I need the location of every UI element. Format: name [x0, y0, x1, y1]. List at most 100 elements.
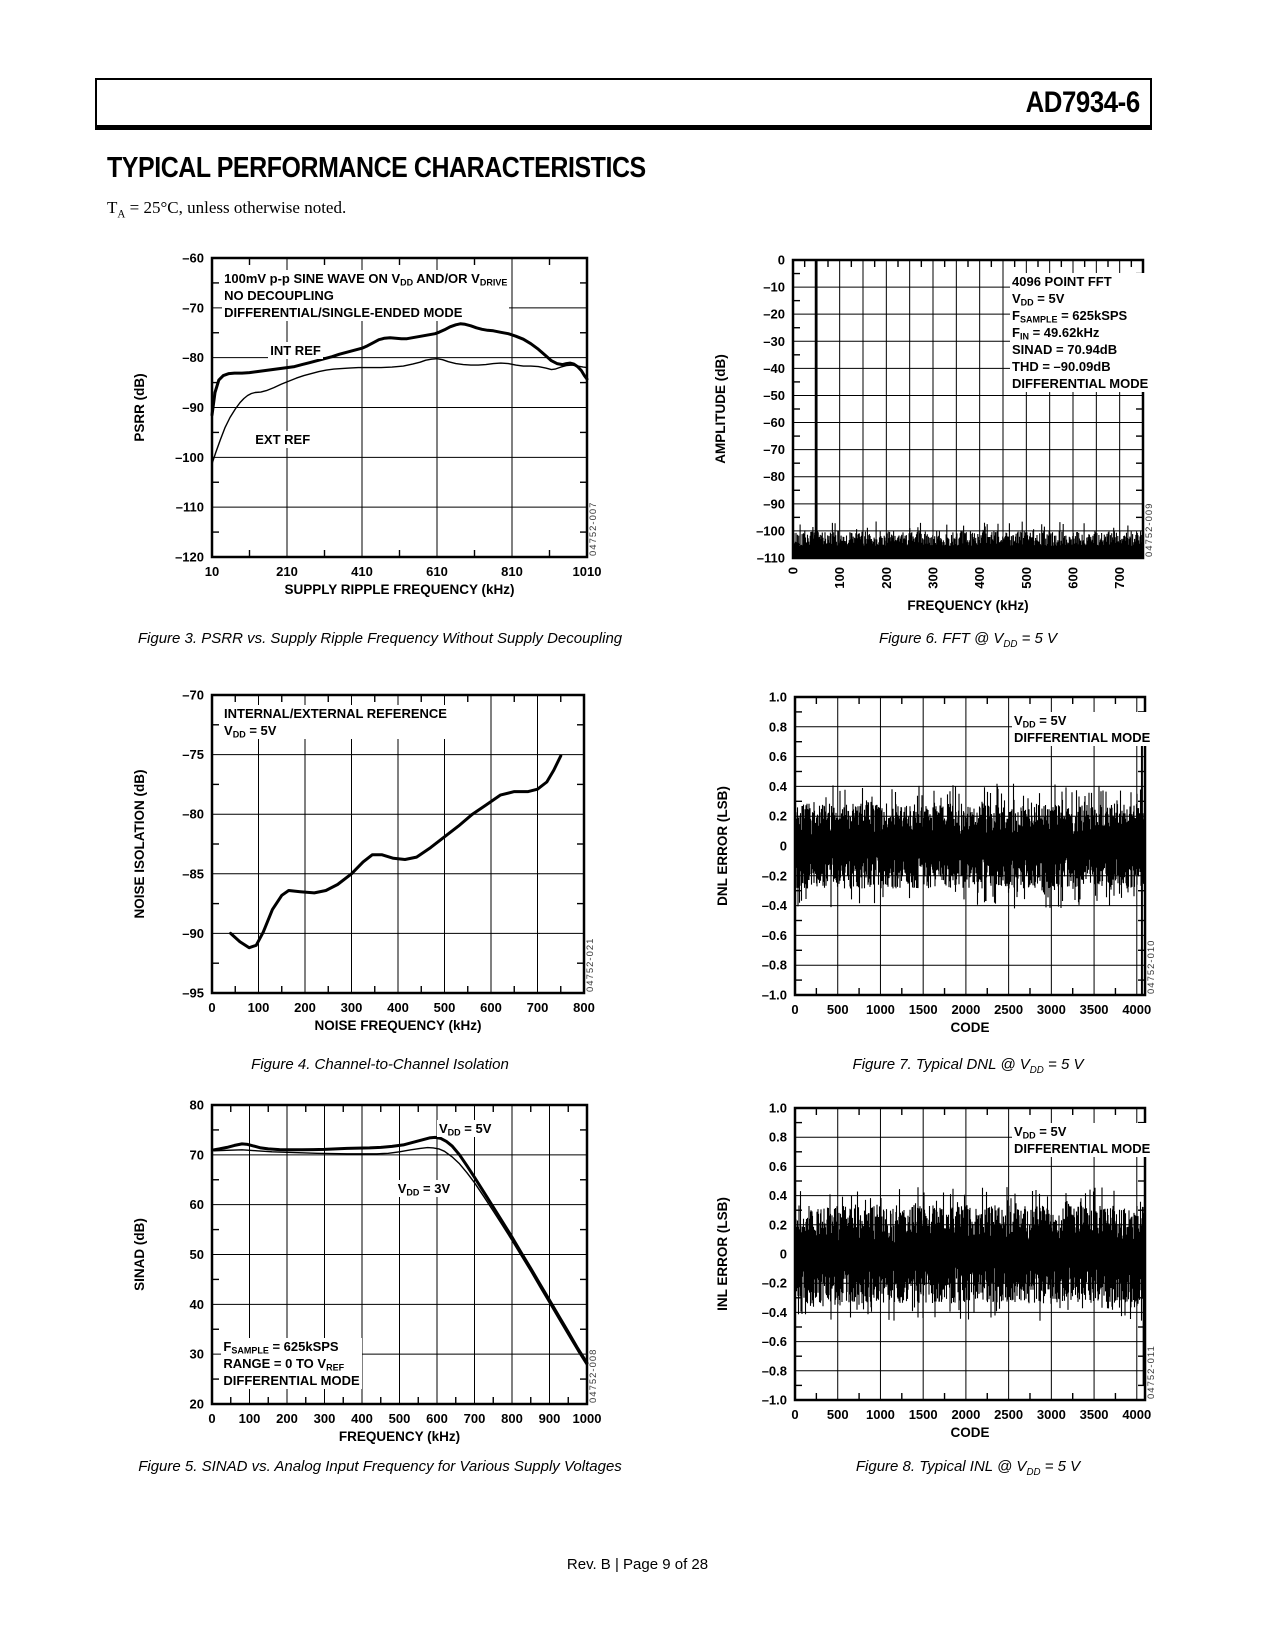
svg-text:AMPLITUDE (dB): AMPLITUDE (dB)	[713, 354, 728, 463]
svg-text:–85: –85	[182, 866, 204, 881]
svg-text:–100: –100	[756, 523, 785, 538]
chart-annotation: INTERNAL/EXTERNAL REFERENCE VDD = 5V	[222, 705, 449, 740]
svg-text:3500: 3500	[1080, 1002, 1109, 1017]
svg-text:3500: 3500	[1080, 1407, 1109, 1422]
svg-text:PSRR (dB): PSRR (dB)	[132, 373, 147, 441]
svg-text:–80: –80	[182, 807, 204, 822]
svg-text:20: 20	[190, 1397, 204, 1412]
svg-text:04752-007: 04752-007	[588, 502, 599, 556]
svg-text:CODE: CODE	[950, 1020, 989, 1035]
svg-text:1000: 1000	[573, 1411, 602, 1426]
svg-text:60: 60	[190, 1197, 204, 1212]
svg-text:–0.4: –0.4	[762, 898, 788, 913]
conditions-note: TA = 25°C, unless otherwise noted.	[107, 198, 347, 221]
svg-text:10: 10	[205, 564, 219, 579]
svg-text:400: 400	[387, 1000, 409, 1015]
figure-5-sinad-chart: 80 70 60 50 40 30 20 0 100 200 300 400 500 600 700 800 9…	[130, 1091, 601, 1447]
svg-text:4000: 4000	[1122, 1002, 1151, 1017]
svg-text:0: 0	[791, 1002, 798, 1017]
svg-text:–75: –75	[182, 747, 204, 762]
svg-text:FREQUENCY (kHz): FREQUENCY (kHz)	[339, 1429, 460, 1444]
svg-text:–110: –110	[757, 551, 785, 566]
svg-text:1000: 1000	[866, 1407, 895, 1422]
svg-text:500: 500	[1019, 567, 1034, 589]
svg-text:–120: –120	[175, 550, 204, 565]
svg-text:–0.2: –0.2	[762, 1276, 787, 1291]
svg-text:SINAD (dB): SINAD (dB)	[132, 1218, 147, 1291]
svg-text:0.6: 0.6	[769, 749, 787, 764]
svg-text:810: 810	[501, 564, 523, 579]
svg-text:600: 600	[426, 1411, 448, 1426]
svg-text:–90: –90	[182, 400, 204, 415]
svg-text:0.8: 0.8	[769, 719, 787, 734]
svg-text:500: 500	[434, 1000, 456, 1015]
svg-text:2000: 2000	[951, 1002, 980, 1017]
svg-text:200: 200	[276, 1411, 298, 1426]
svg-text:1000: 1000	[866, 1002, 895, 1017]
chart-annotation: VDD = 5V	[437, 1119, 494, 1138]
svg-text:700: 700	[1112, 567, 1127, 589]
svg-text:300: 300	[341, 1000, 363, 1015]
chart-annotation: INT REF	[268, 341, 323, 359]
figure-8-caption: Figure 8. Typical INL @ VDD = 5 V	[855, 1458, 1081, 1478]
figure-3-caption: Figure 3. PSRR vs. Supply Ripple Frequen…	[137, 630, 623, 647]
svg-text:–70: –70	[763, 442, 785, 457]
svg-text:1.0: 1.0	[769, 690, 787, 705]
chart-annotation: VDD = 5V DIFFERENTIAL MODE	[1012, 1122, 1153, 1157]
chart-annotation: VDD = 3V	[395, 1179, 453, 1197]
page-title: TYPICAL PERFORMANCE CHARACTERISTICS	[107, 152, 646, 184]
figure-7-dnl-chart: 1.0 0.8 0.6 0.4 0.2 0 –0.2 –0.4 –0.6 –0.8 –1.0 0 500…	[713, 683, 1157, 1038]
svg-text:–0.6: –0.6	[762, 928, 787, 943]
svg-text:–90: –90	[182, 926, 204, 941]
svg-text:INL ERROR (LSB): INL ERROR (LSB)	[715, 1197, 730, 1311]
svg-text:300: 300	[314, 1411, 336, 1426]
svg-text:210: 210	[276, 564, 298, 579]
svg-text:30: 30	[190, 1347, 204, 1362]
svg-text:0: 0	[208, 1411, 215, 1426]
svg-text:–80: –80	[763, 469, 785, 484]
figure-5-caption: Figure 5. SINAD vs. Analog Input Frequen…	[138, 1458, 622, 1475]
svg-text:–90: –90	[763, 496, 785, 511]
svg-text:–30: –30	[763, 334, 785, 349]
chart-plot: 1.0 0.8 0.6 0.4 0.2 0 –0.2 –0.4 –0.6 –0.8 –1.0 0 500…	[715, 1101, 1157, 1441]
svg-text:100: 100	[239, 1411, 261, 1426]
svg-text:0.2: 0.2	[769, 809, 787, 824]
svg-text:–10: –10	[763, 280, 785, 295]
svg-text:CODE: CODE	[950, 1425, 989, 1440]
svg-text:600: 600	[480, 1000, 502, 1015]
svg-text:80: 80	[190, 1098, 204, 1113]
svg-text:–1.0: –1.0	[762, 1393, 787, 1408]
svg-text:–60: –60	[182, 251, 204, 266]
svg-text:04752-010: 04752-010	[1146, 940, 1157, 994]
svg-text:–0.4: –0.4	[762, 1305, 788, 1320]
chart-annotation: 4096 POINT FFT VDD = 5V FSAMPLE = 625kSPS F…	[1010, 273, 1151, 393]
svg-text:2500: 2500	[994, 1407, 1023, 1422]
svg-text:–70: –70	[182, 688, 204, 703]
chart-plot: 1.0 0.8 0.6 0.4 0.2 0 –0.2 –0.4 –0.6 –0.8 –1.0 0 500…	[715, 690, 1157, 1036]
chart-annotation: EXT REF	[253, 431, 313, 449]
part-number: AD7934-6	[1025, 85, 1141, 119]
svg-text:700: 700	[527, 1000, 549, 1015]
svg-text:FREQUENCY (kHz): FREQUENCY (kHz)	[907, 598, 1028, 613]
svg-text:–50: –50	[763, 388, 785, 403]
svg-text:SUPPLY RIPPLE FREQUENCY (kHz): SUPPLY RIPPLE FREQUENCY (kHz)	[284, 582, 514, 597]
figure-4-isolation-chart: –70 –75 –80 –85 –90 –95 0 100 200 300 400 500 600 700…	[130, 681, 596, 1036]
svg-text:–0.8: –0.8	[762, 958, 787, 973]
svg-text:0: 0	[208, 1000, 215, 1015]
svg-text:400: 400	[351, 1411, 373, 1426]
svg-text:3000: 3000	[1037, 1002, 1066, 1017]
figure-6-fft-chart: 0 –10 –20 –30 –40 –50 –60 –70 –80 –90 –100 –110 0 100…	[711, 246, 1155, 618]
svg-text:1010: 1010	[573, 564, 602, 579]
svg-text:0: 0	[791, 1407, 798, 1422]
chart-annotation: 100mV p-p SINE WAVE ON VDD AND/OR VDRIVE…	[222, 269, 510, 321]
svg-text:4000: 4000	[1122, 1407, 1151, 1422]
svg-text:40: 40	[190, 1297, 204, 1312]
svg-text:500: 500	[827, 1002, 849, 1017]
svg-text:1500: 1500	[909, 1407, 938, 1422]
svg-text:0.4: 0.4	[769, 779, 788, 794]
svg-text:0: 0	[778, 253, 785, 268]
svg-text:–70: –70	[182, 300, 204, 315]
chart-annotation: FSAMPLE = 625kSPS RANGE = 0 TO VREF DIFFER…	[221, 1338, 362, 1390]
figure-4-caption: Figure 4. Channel-to-Channel Isolation	[251, 1056, 509, 1073]
